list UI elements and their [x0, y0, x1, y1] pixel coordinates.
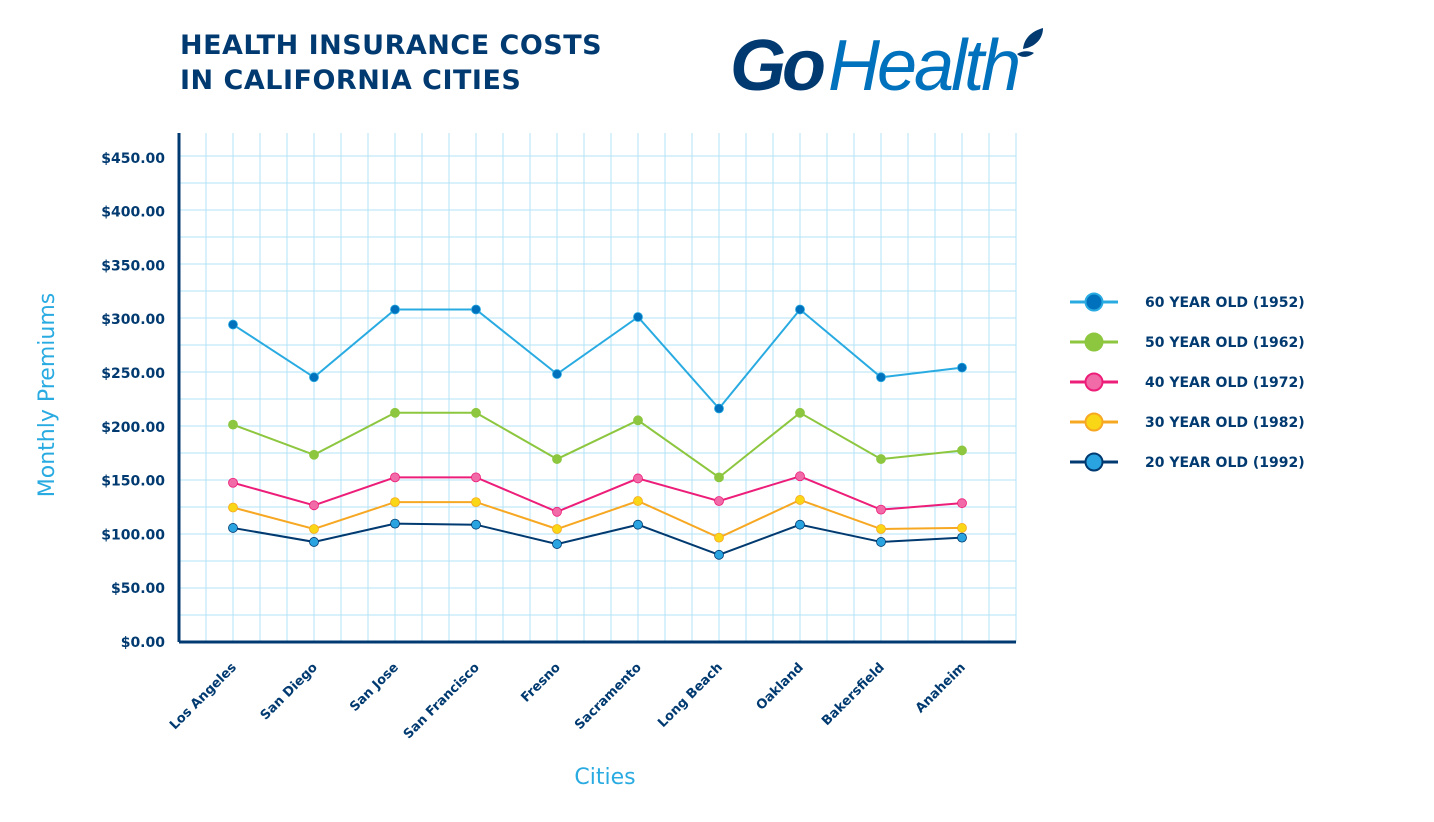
x-axis-label: Cities [574, 765, 635, 790]
data-point [390, 518, 400, 529]
y-tick-label: $250.00 [101, 366, 165, 382]
data-point [228, 319, 238, 330]
data-point [228, 419, 238, 430]
data-point [228, 502, 238, 513]
title-line-1: HEALTH INSURANCE COSTS [180, 30, 603, 61]
data-point [957, 362, 967, 373]
data-point [795, 304, 805, 315]
data-point [633, 415, 643, 426]
data-point [714, 532, 724, 543]
data-point [957, 498, 967, 509]
data-point [552, 454, 562, 464]
data-point [471, 304, 481, 315]
data-point [633, 519, 643, 530]
data-point [795, 495, 805, 505]
data-point [471, 472, 481, 483]
legend-label: 30 YEAR OLD (1982) [1145, 415, 1305, 431]
data-point [795, 407, 805, 418]
x-tick-label: Fresno [518, 660, 563, 705]
legend-marker [1084, 332, 1104, 352]
data-point [714, 496, 724, 506]
data-point [552, 369, 562, 379]
data-point [957, 523, 967, 533]
legend-marker [1084, 372, 1104, 392]
x-tick-label: Long Beach [655, 660, 726, 731]
x-tick-label: San Diego [258, 660, 321, 723]
data-point [714, 472, 724, 483]
legend-marker [1084, 452, 1104, 472]
y-tick-label: $450.00 [101, 151, 165, 167]
data-point [552, 506, 562, 517]
x-tick-label: Bakersfield [819, 660, 888, 729]
legend-label: 60 YEAR OLD (1952) [1145, 295, 1305, 311]
data-point [390, 304, 400, 315]
data-point [876, 524, 886, 534]
data-point [795, 519, 805, 530]
data-point [633, 496, 643, 506]
series-line [232, 522, 963, 556]
x-tick-label: Anaheim [913, 660, 969, 716]
data-point [714, 549, 724, 560]
y-tick-label: $50.00 [111, 581, 165, 597]
legend-label: 20 YEAR OLD (1992) [1145, 455, 1305, 471]
y-tick-label: $100.00 [101, 527, 165, 543]
data-point [552, 524, 562, 534]
y-tick-label: $400.00 [101, 205, 165, 221]
x-tick-label: San Francisco [401, 660, 483, 742]
chart-title: HEALTH INSURANCE COSTS IN CALIFORNIA CIT… [180, 28, 602, 98]
data-point [633, 312, 643, 322]
data-point [309, 372, 319, 383]
data-point [795, 471, 805, 482]
y-tick-label: $300.00 [101, 312, 165, 328]
series-line [232, 475, 963, 513]
data-point [876, 504, 886, 515]
y-tick-label: $200.00 [101, 420, 165, 436]
legend-label: 50 YEAR OLD (1962) [1145, 335, 1305, 351]
gohealth-logo: Go Health [730, 26, 1043, 102]
data-point [390, 407, 400, 418]
data-point [390, 497, 400, 508]
y-tick-label: $350.00 [101, 258, 165, 274]
data-point [957, 532, 967, 543]
data-point [471, 497, 481, 508]
data-point [309, 449, 319, 460]
title-line-2: IN CALIFORNIA CITIES [180, 65, 522, 96]
y-tick-label: $150.00 [101, 474, 165, 490]
data-point [876, 372, 886, 383]
data-point [309, 524, 319, 534]
x-tick-label: Los Angeles [167, 660, 240, 733]
leaf-icon-small [1017, 51, 1034, 57]
data-point [309, 500, 319, 511]
series-line [232, 498, 963, 539]
x-tick-label: Sacramento [572, 660, 645, 733]
data-point [957, 445, 967, 456]
data-point [471, 519, 481, 530]
data-point [552, 539, 562, 549]
data-point [309, 537, 319, 547]
data-point [390, 472, 400, 483]
data-point [876, 454, 886, 464]
data-point [471, 407, 481, 418]
data-point [633, 473, 643, 484]
x-tick-label: Oakland [754, 660, 807, 713]
data-point [876, 537, 886, 547]
legend-marker [1084, 292, 1104, 312]
data-point [228, 523, 238, 533]
logo-health: Health [828, 26, 1018, 102]
legend-label: 40 YEAR OLD (1972) [1145, 375, 1305, 391]
leaf-icon [1023, 28, 1043, 49]
x-tick-label: San Jose [347, 660, 402, 715]
data-point [714, 403, 724, 414]
y-tick-label: $0.00 [121, 635, 166, 651]
y-axis-label: Monthly Premiums [35, 293, 60, 497]
logo-go: Go [730, 26, 824, 102]
series-line [232, 411, 963, 479]
data-point [228, 477, 238, 488]
legend-marker [1084, 412, 1104, 432]
series-line [232, 308, 963, 411]
